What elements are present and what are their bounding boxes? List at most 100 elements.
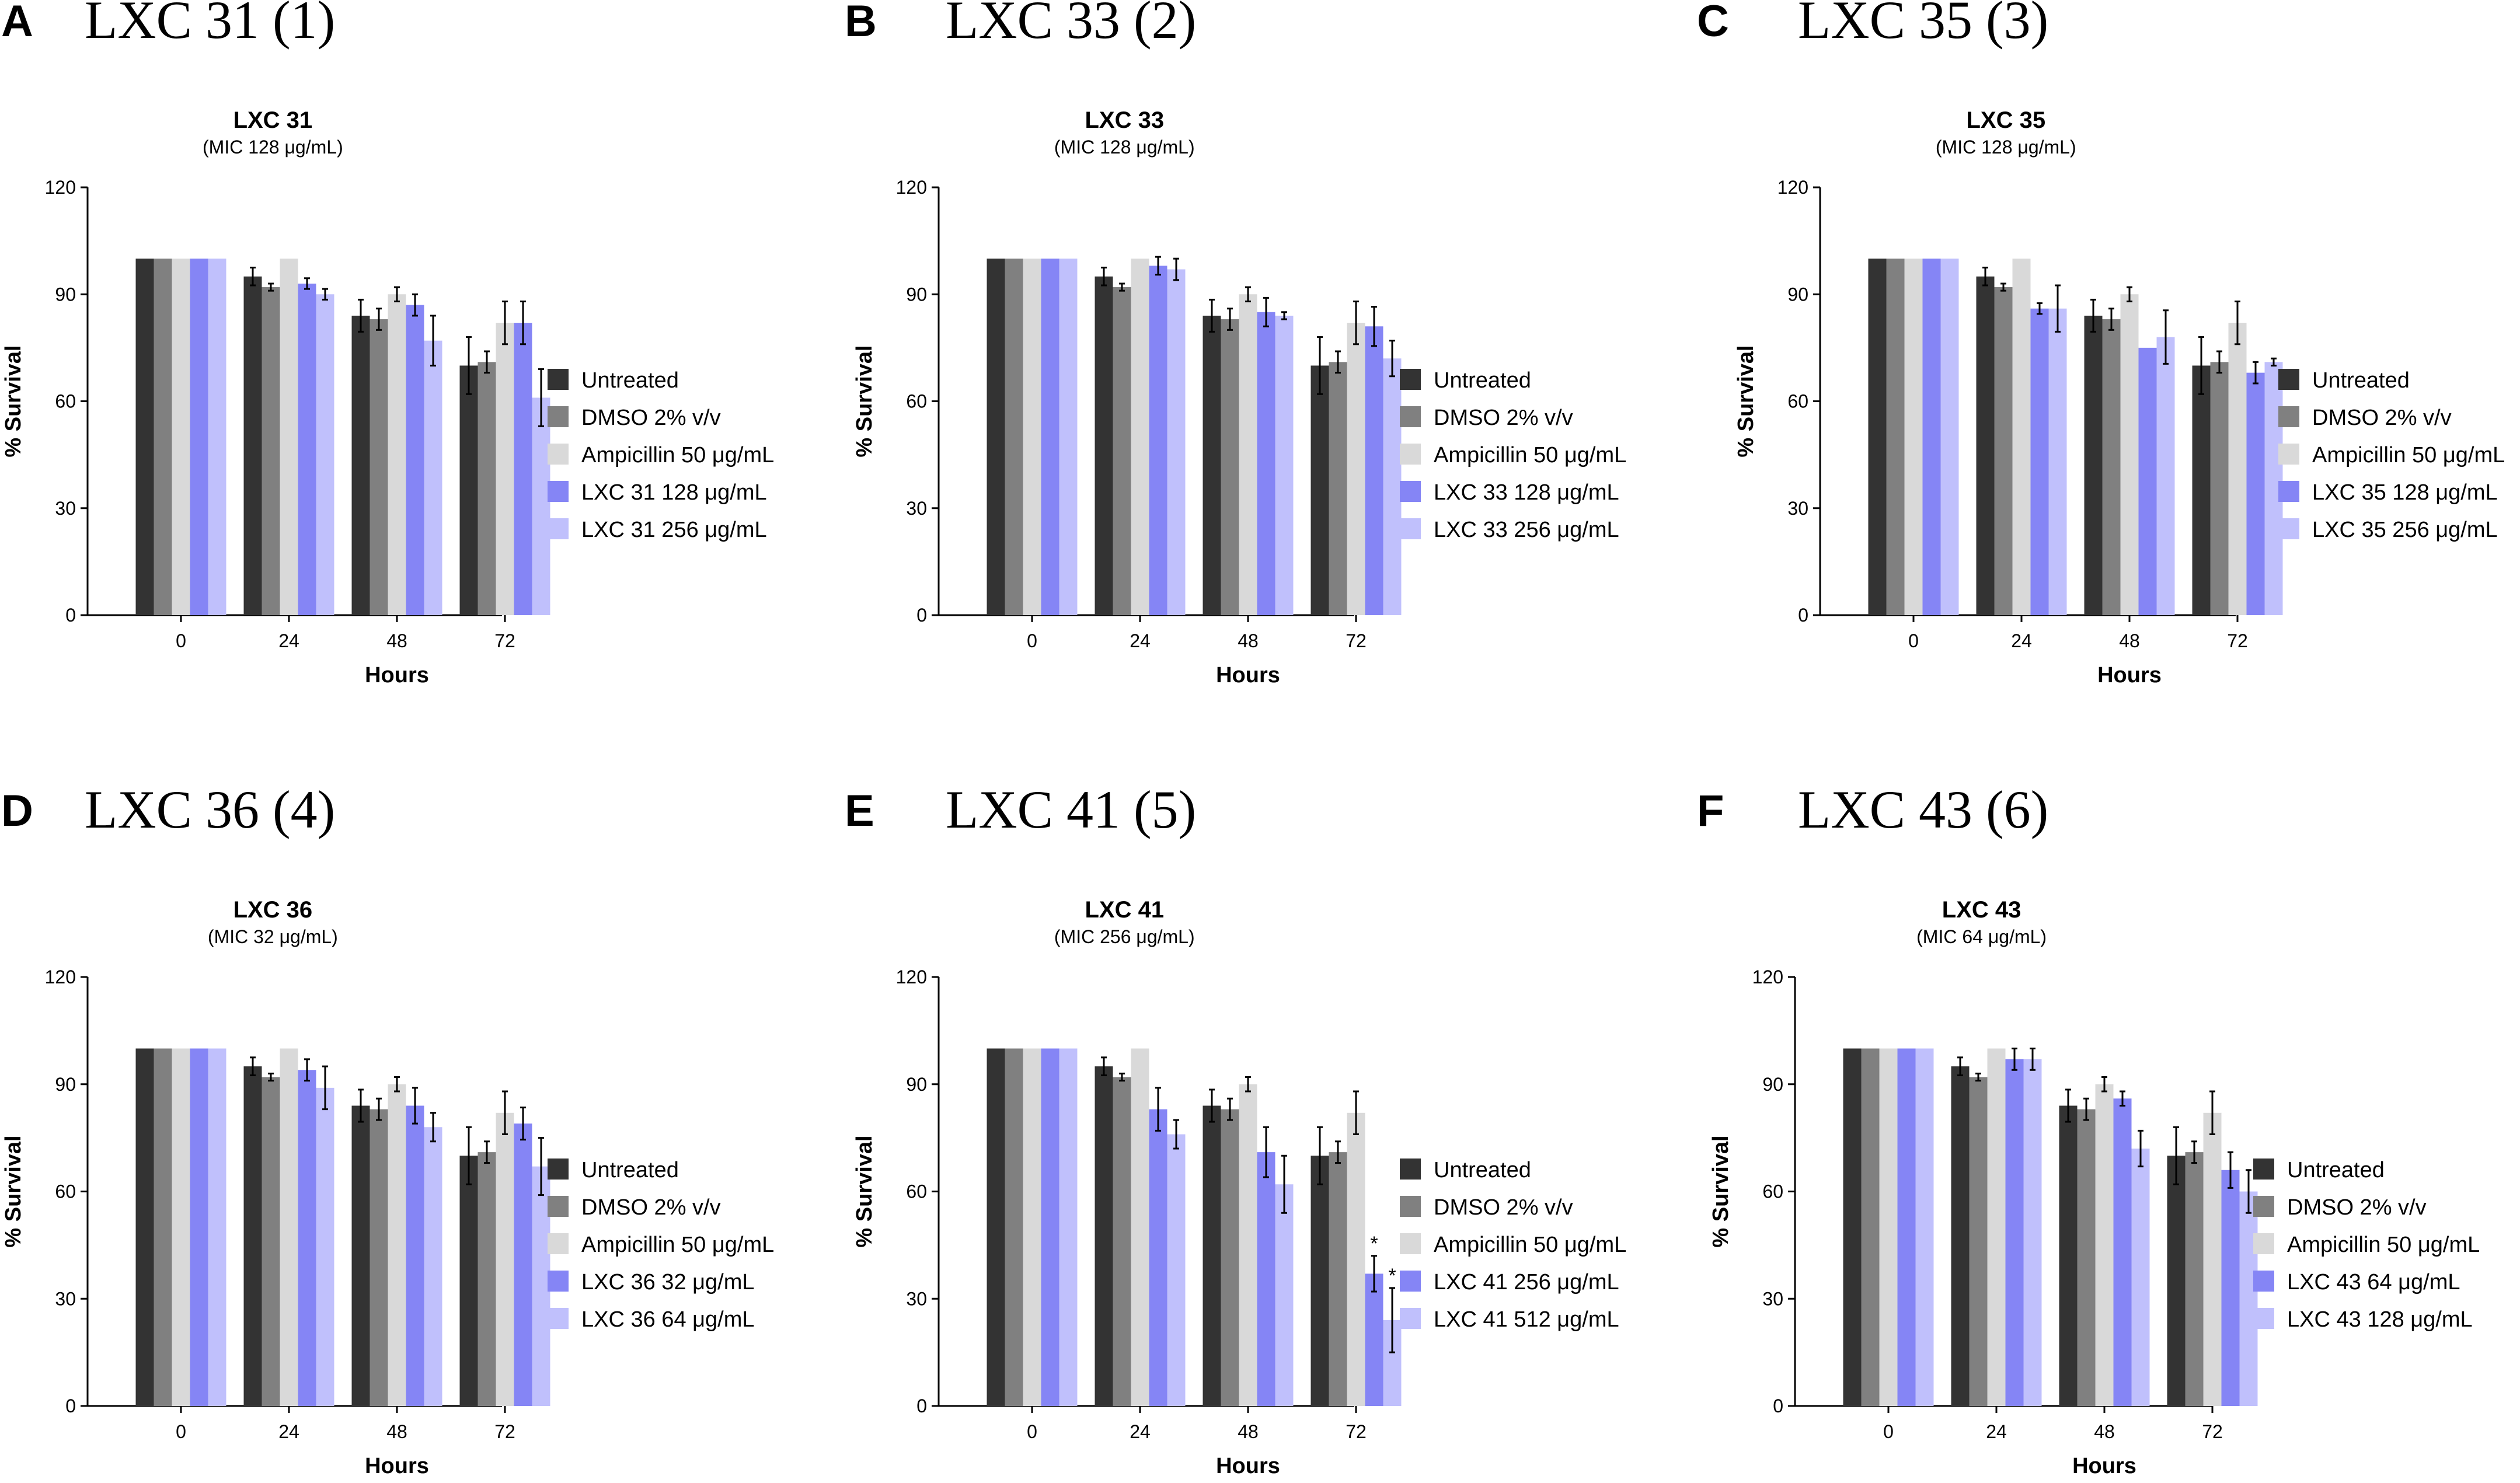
bar: [1203, 1105, 1221, 1406]
bar: [2030, 308, 2049, 615]
bar: [135, 259, 154, 616]
bar: [2012, 259, 2031, 616]
bar: [2048, 308, 2067, 615]
bar: [477, 1152, 496, 1406]
legend-swatch: [548, 1159, 569, 1180]
chart-title: LXC 36: [233, 897, 313, 923]
x-tick-label: 0: [176, 1421, 186, 1442]
legend-swatch: [1400, 444, 1421, 465]
bar: [496, 323, 514, 615]
bar: [351, 315, 370, 615]
bar: [190, 259, 208, 616]
bar: [1059, 1048, 1078, 1406]
bar: [172, 259, 190, 616]
bar: [532, 397, 550, 615]
bar: [1221, 1109, 1239, 1406]
bar: [2239, 1191, 2258, 1406]
x-tick-label: 0: [1908, 630, 1919, 651]
bar: [1005, 1048, 1023, 1406]
legend-label: Ampicillin 50 μg/mL: [581, 443, 774, 467]
panel-letter: C: [1697, 0, 1729, 46]
chart-title: LXC 33: [1085, 107, 1164, 133]
legend-swatch: [548, 1233, 569, 1254]
chart-subtitle: (MIC 128 μg/mL): [203, 137, 343, 158]
chart-title: LXC 41: [1085, 897, 1164, 923]
x-tick-label: 24: [1986, 1421, 2007, 1442]
bar: [2221, 1170, 2240, 1406]
bar: [2131, 1149, 2150, 1406]
bar: [1843, 1048, 1862, 1406]
legend-label: LXC 31 128 μg/mL: [581, 480, 767, 505]
chart-title: LXC 31: [233, 107, 313, 133]
bar: [1868, 259, 1887, 616]
y-tick-label: 120: [896, 966, 927, 987]
legend-swatch: [548, 406, 569, 427]
legend-label: LXC 41 256 μg/mL: [1434, 1270, 1619, 1294]
bar: [2113, 1098, 2132, 1406]
bar: [135, 1048, 154, 1406]
panel-letter: A: [1, 0, 33, 46]
chart-title: LXC 35: [1966, 107, 2045, 133]
legend-label: LXC 35 128 μg/mL: [2312, 480, 2498, 505]
bar: [208, 259, 226, 616]
legend-swatch: [2253, 1159, 2274, 1180]
legend-label: LXC 33 256 μg/mL: [1434, 518, 1619, 542]
bar: [2138, 347, 2157, 615]
bar: [1329, 362, 1347, 615]
y-tick-label: 0: [916, 605, 927, 626]
x-tick-label: 24: [278, 630, 299, 651]
bar: [1149, 1109, 1167, 1406]
legend-swatch: [1400, 1271, 1421, 1292]
bar: [2005, 1059, 2024, 1406]
bar: [2095, 1084, 2114, 1406]
bar: [2156, 337, 2175, 615]
bar: [243, 1066, 262, 1406]
bar: [2077, 1109, 2096, 1406]
panel-heading: LXC 31 (1): [85, 0, 335, 50]
bar: [298, 283, 316, 615]
bar: [1257, 312, 1275, 615]
legend-label: LXC 43 64 μg/mL: [2287, 1270, 2460, 1294]
bar: [1861, 1048, 1880, 1406]
bar: [1131, 1048, 1149, 1406]
bar: [262, 287, 280, 615]
bar: [1951, 1066, 1970, 1406]
bar: [2059, 1105, 2078, 1406]
bar: [2084, 315, 2103, 615]
x-tick-label: 72: [494, 1421, 515, 1442]
bar: [190, 1048, 208, 1406]
x-tick-label: 48: [1238, 630, 1259, 651]
legend-swatch: [1400, 1308, 1421, 1329]
bar: [1994, 287, 2013, 615]
bar: [406, 1105, 424, 1406]
x-tick-label: 48: [2094, 1421, 2115, 1442]
legend-label: Untreated: [1434, 368, 1531, 393]
bar: [987, 259, 1005, 616]
legend-swatch: [1400, 1159, 1421, 1180]
bar: [1940, 259, 1959, 616]
bar: [1976, 276, 1995, 615]
bar: [1023, 1048, 1041, 1406]
y-tick-label: 30: [55, 1288, 76, 1309]
chart-panel-f: F LXC 43 (6) LXC 43 (MIC 64 μg/mL) 0 30 60 90 12…: [1697, 780, 2480, 1478]
y-tick-label: 90: [1787, 284, 1808, 305]
legend-swatch: [2278, 444, 2299, 465]
bar: [1095, 1066, 1113, 1406]
legend-label: LXC 43 128 μg/mL: [2287, 1307, 2473, 1332]
y-axis-label: % Survival: [852, 1135, 877, 1247]
y-axis-label: % Survival: [1, 1135, 26, 1247]
legend-label: Untreated: [1434, 1158, 1531, 1182]
legend-label: LXC 36 64 μg/mL: [581, 1307, 755, 1332]
chart-subtitle: (MIC 128 μg/mL): [1054, 137, 1195, 158]
x-tick-label: 24: [1130, 630, 1151, 651]
legend-label: LXC 36 32 μg/mL: [581, 1270, 755, 1294]
bar: [532, 1166, 550, 1406]
x-tick-label: 72: [494, 630, 515, 651]
y-tick-label: 90: [1762, 1074, 1783, 1095]
legend-label: Untreated: [581, 1158, 679, 1182]
y-tick-label: 60: [55, 1181, 76, 1202]
y-tick-label: 90: [906, 1074, 927, 1095]
y-tick-label: 120: [1777, 177, 1808, 198]
legend-swatch: [1400, 481, 1421, 502]
bar: [154, 1048, 172, 1406]
